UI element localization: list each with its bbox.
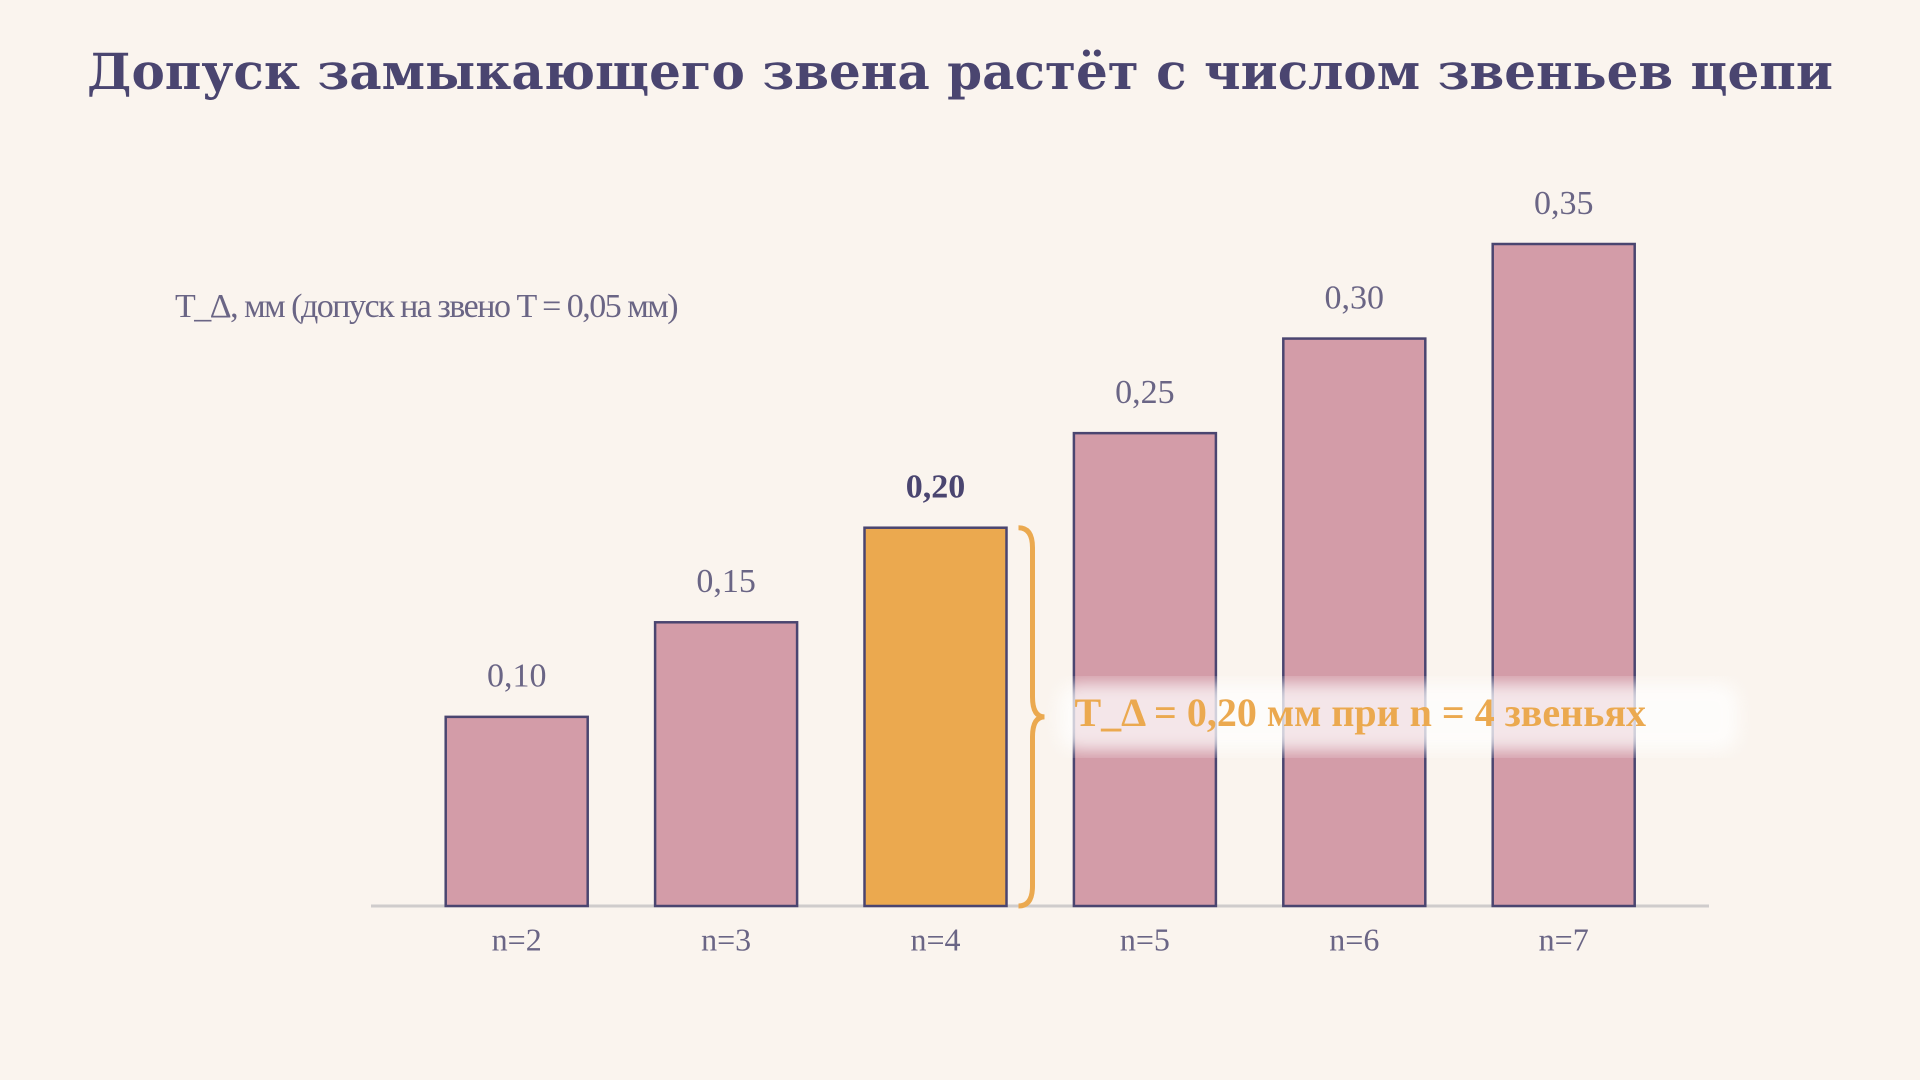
x-tick-label: n=4 bbox=[910, 921, 960, 957]
x-tick-label: n=5 bbox=[1120, 921, 1170, 957]
value-label: 0,25 bbox=[1115, 374, 1175, 411]
annotation: T_Δ = 0,20 мм при n = 4 звеньях bbox=[1075, 690, 1646, 735]
x-tick-label: n=2 bbox=[492, 921, 542, 957]
bar bbox=[1072, 431, 1218, 908]
bar bbox=[1282, 337, 1427, 908]
bar bbox=[1491, 242, 1636, 908]
annotation-background bbox=[1058, 682, 1739, 751]
value-label: 0,30 bbox=[1325, 279, 1385, 316]
x-tick-label: n=3 bbox=[701, 921, 751, 957]
value-label: 0,35 bbox=[1534, 185, 1594, 222]
brace bbox=[1018, 525, 1045, 909]
bar bbox=[444, 715, 589, 908]
bar bbox=[863, 526, 1008, 908]
x-tick-label: n=7 bbox=[1539, 921, 1589, 957]
value-label: 0,15 bbox=[696, 563, 756, 600]
y-axis-label: T_Δ, мм (допуск на звено T = 0,05 мм) bbox=[175, 288, 677, 325]
x-tick-label: n=6 bbox=[1329, 921, 1379, 957]
chart-title: Допуск замыкающего звена растёт с числом… bbox=[87, 42, 1833, 101]
value-label: 0,20 bbox=[906, 469, 966, 506]
bar bbox=[653, 621, 799, 908]
value-label: 0,10 bbox=[487, 658, 547, 695]
